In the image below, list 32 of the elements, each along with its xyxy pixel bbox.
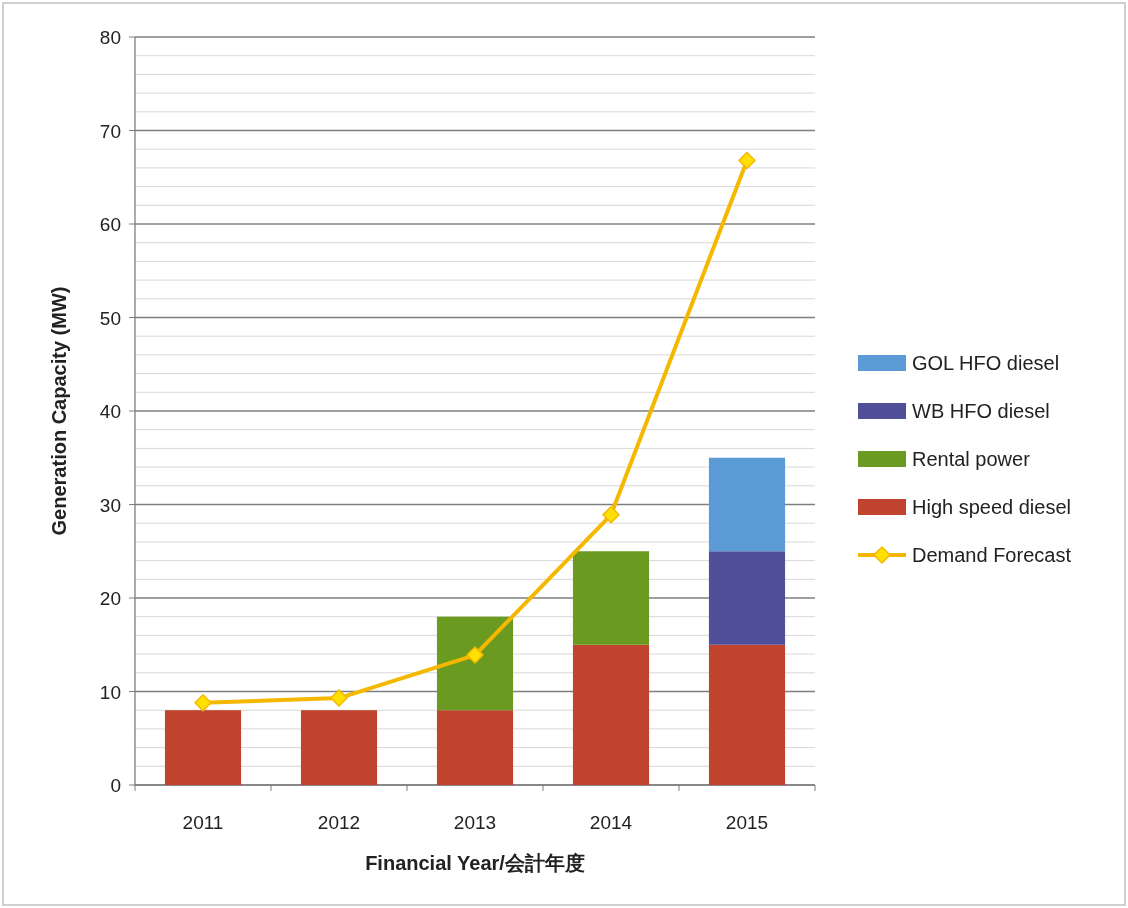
x-tick-label: 2015 — [725, 812, 769, 833]
y-axis-title: Generation Capacity (MW) — [48, 286, 70, 536]
x-axis-title: Financial Year/会計年度 — [365, 852, 585, 874]
bar — [436, 616, 514, 711]
point — [330, 689, 348, 707]
bar — [436, 710, 514, 785]
x-tick-label: 2013 — [453, 812, 497, 833]
point — [602, 506, 620, 524]
point — [466, 646, 484, 664]
y-tick-label: 0 — [110, 775, 121, 796]
y-tick-label: 70 — [99, 120, 121, 142]
point — [738, 151, 756, 170]
legend-label: WB HFO diesel — [912, 400, 1050, 422]
x-tick-label: 2011 — [182, 812, 224, 833]
legend-label: High speed diesel — [912, 496, 1071, 518]
legend-label: Demand Forecast — [912, 544, 1072, 566]
y-tick-label: 40 — [99, 401, 121, 422]
y-tick-label: 50 — [99, 307, 121, 329]
point — [194, 693, 212, 712]
y-tick-label: 80 — [99, 27, 121, 48]
bar — [164, 710, 242, 785]
y-tick-label: 30 — [99, 494, 121, 516]
x-tick-label: 2014 — [589, 812, 633, 833]
legend-label: Rental power — [912, 448, 1031, 470]
legend-label: GOL HFO diesel — [912, 352, 1060, 374]
bar — [572, 551, 650, 645]
y-tick-label: 10 — [99, 681, 121, 703]
y-tick-label: 60 — [99, 214, 121, 235]
x-tick-label: 2012 — [317, 812, 361, 833]
y-tick-label: 20 — [99, 588, 121, 609]
bar — [572, 644, 650, 785]
bar — [300, 710, 378, 785]
